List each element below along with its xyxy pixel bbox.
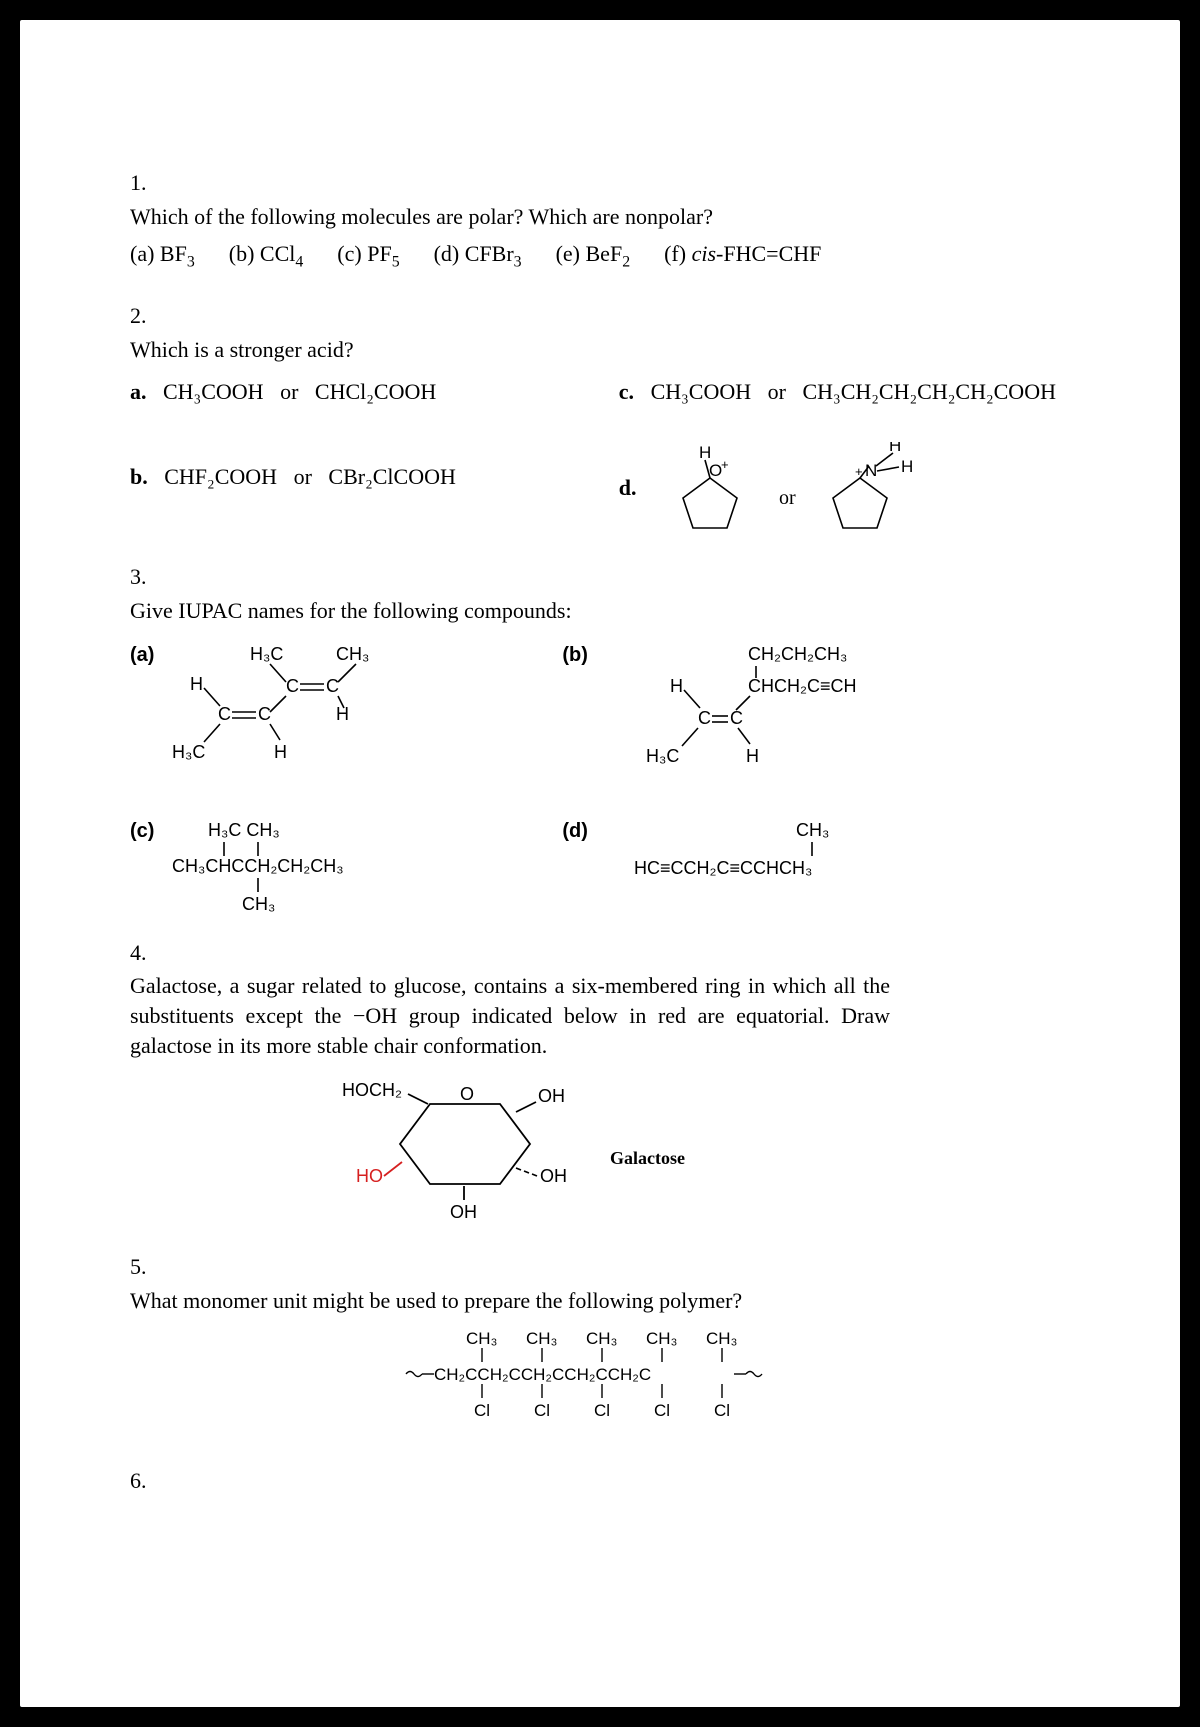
q3-row-cd: (c) H₃C CH₃ CH₃CHCCH₂CH₂CH₃ CH₃ (d) CH₃ … [130, 818, 1070, 918]
svg-text:H: H [274, 742, 287, 762]
q2-c: c. CH₃COOH or CH₃CH₂CH₂CH₂CH₂COOH [619, 377, 1070, 407]
svg-text:HOCH₂: HOCH₂ [342, 1080, 402, 1100]
svg-text:OH: OH [538, 1086, 565, 1106]
svg-text:C: C [258, 704, 271, 724]
svg-text:H: H [670, 676, 683, 696]
q3-number: 3. [130, 562, 1070, 592]
svg-text:H: H [889, 442, 901, 455]
q6-number: 6. [130, 1466, 1070, 1496]
svg-text:Cl: Cl [594, 1401, 610, 1420]
svg-text:HC≡CCH₂C≡CCHCH₃: HC≡CCH₂C≡CCHCH₃ [634, 858, 812, 878]
svg-text:C: C [698, 708, 711, 728]
svg-text:H₃C: H₃C [172, 742, 205, 762]
svg-text:O: O [460, 1084, 474, 1104]
svg-text:H: H [746, 746, 759, 766]
svg-text:C: C [326, 676, 339, 696]
svg-text:H₃C: H₃C [250, 644, 283, 664]
q1-number: 1. [130, 168, 1070, 198]
svg-text:Cl: Cl [654, 1401, 670, 1420]
svg-text:H: H [336, 704, 349, 724]
q5-polymer: CH₃ CH₃ CH₃ CH₃ CH₃ CH₂CCH₂CCH₂CCH₂CCH₂C [390, 1328, 810, 1438]
svg-text:CH₃: CH₃ [796, 820, 829, 840]
svg-text:HO: HO [356, 1166, 383, 1186]
svg-text:CH₃: CH₃ [336, 644, 369, 664]
svg-text:H: H [901, 457, 913, 476]
svg-text:C: C [730, 708, 743, 728]
svg-text:+: + [721, 457, 729, 472]
q2-a: a. CH₃COOH or CHCl₂COOH [130, 377, 619, 407]
svg-text:CH₃: CH₃ [646, 1329, 677, 1348]
svg-text:H: H [699, 443, 711, 462]
svg-text:H: H [190, 674, 203, 694]
svg-text:N: N [865, 461, 877, 480]
q4-figure-wrap: HOCH₂ O OH OH HO OH Galactose [320, 1074, 1070, 1224]
svg-text:CHCH₂C≡CH: CHCH₂C≡CH [748, 676, 856, 696]
q1-opt-a: (a) BF3 [130, 239, 195, 273]
q3-a: (a) H₃C CH₃ C C H C C [130, 642, 562, 772]
page: 1. Which of the following molecules are … [20, 20, 1180, 1707]
q2-b: b. CHF₂COOH or CBr₂ClCOOH [130, 442, 619, 534]
q5-figure-wrap: CH₃ CH₃ CH₃ CH₃ CH₃ CH₂CCH₂CCH₂CCH₂CCH₂C [130, 1328, 1070, 1438]
q2-prompt: Which is a stronger acid? [130, 335, 1070, 365]
svg-text:H₃C: H₃C [646, 746, 679, 766]
q3-c: (c) H₃C CH₃ CH₃CHCCH₂CH₂CH₃ CH₃ [130, 818, 562, 918]
svg-text:CH₃: CH₃ [242, 894, 275, 914]
svg-text:OH: OH [450, 1202, 477, 1222]
svg-text:Cl: Cl [714, 1401, 730, 1420]
q2-row-ac: a. CH₃COOH or CHCl₂COOH c. CH₃COOH or CH… [130, 377, 1070, 407]
q3-row-ab: (a) H₃C CH₃ C C H C C [130, 642, 1070, 772]
q1-opt-c: (c) PF5 [337, 239, 399, 273]
q1-opt-b: (b) CCl4 [229, 239, 304, 273]
svg-text:OH: OH [540, 1166, 567, 1186]
svg-text:H₃C CH₃: H₃C CH₃ [208, 820, 280, 840]
q2-d: d. H O + or H [619, 442, 1070, 534]
svg-text:CH₂CCH₂CCH₂CCH₂CCH₂C: CH₂CCH₂CCH₂CCH₂CCH₂C [434, 1365, 651, 1384]
svg-text:Cl: Cl [534, 1401, 550, 1420]
q3-prompt: Give IUPAC names for the following compo… [130, 596, 1070, 626]
svg-text:Cl: Cl [474, 1401, 490, 1420]
q4-number: 4. [130, 938, 1070, 968]
q4-prompt: Galactose, a sugar related to glucose, c… [130, 971, 890, 1060]
svg-text:Galactose: Galactose [610, 1148, 685, 1168]
svg-text:CH₃: CH₃ [586, 1329, 617, 1348]
q5-prompt: What monomer unit might be used to prepa… [130, 1286, 1070, 1316]
q3a-structure: H₃C CH₃ C C H C C H [168, 642, 408, 772]
svg-text:C: C [218, 704, 231, 724]
q1-opt-e: (e) BeF2 [556, 239, 631, 273]
q5-number: 5. [130, 1252, 1070, 1282]
svg-text:CH₃: CH₃ [526, 1329, 557, 1348]
q3-b: (b) CH₂CH₂CH₃ H CHCH₂C≡CH C C H₃C H [562, 642, 1070, 772]
q1-prompt: Which of the following molecules are pol… [130, 202, 1070, 232]
q3b-structure: CH₂CH₂CH₃ H CHCH₂C≡CH C C H₃C H [602, 642, 902, 772]
q1-opt-f: (f) cis-FHC=CHF [664, 239, 821, 273]
q1-options: (a) BF3 (b) CCl4 (c) PF5 (d) CFBr3 (e) B… [130, 239, 1070, 273]
svg-text:or: or [779, 487, 796, 509]
q2d-structures: H O + or H + N H [655, 442, 955, 534]
q2-number: 2. [130, 301, 1070, 331]
q3d-structure: CH₃ HC≡CCH₂C≡CCHCH₃ [602, 818, 922, 898]
svg-text:CH₃: CH₃ [706, 1329, 737, 1348]
q4-galactose: HOCH₂ O OH OH HO OH Galactose [320, 1074, 740, 1224]
q3-d: (d) CH₃ HC≡CCH₂C≡CCHCH₃ [562, 818, 1070, 918]
q1-opt-d: (d) CFBr3 [434, 239, 522, 273]
svg-text:C: C [286, 676, 299, 696]
q3c-structure: H₃C CH₃ CH₃CHCCH₂CH₂CH₃ CH₃ [168, 818, 428, 918]
q2-row-bd: b. CHF₂COOH or CBr₂ClCOOH d. H O + [130, 442, 1070, 534]
svg-text:CH₂CH₂CH₃: CH₂CH₂CH₃ [748, 644, 847, 664]
svg-text:CH₃: CH₃ [466, 1329, 497, 1348]
svg-text:CH₃CHCCH₂CH₂CH₃: CH₃CHCCH₂CH₂CH₃ [172, 856, 344, 876]
